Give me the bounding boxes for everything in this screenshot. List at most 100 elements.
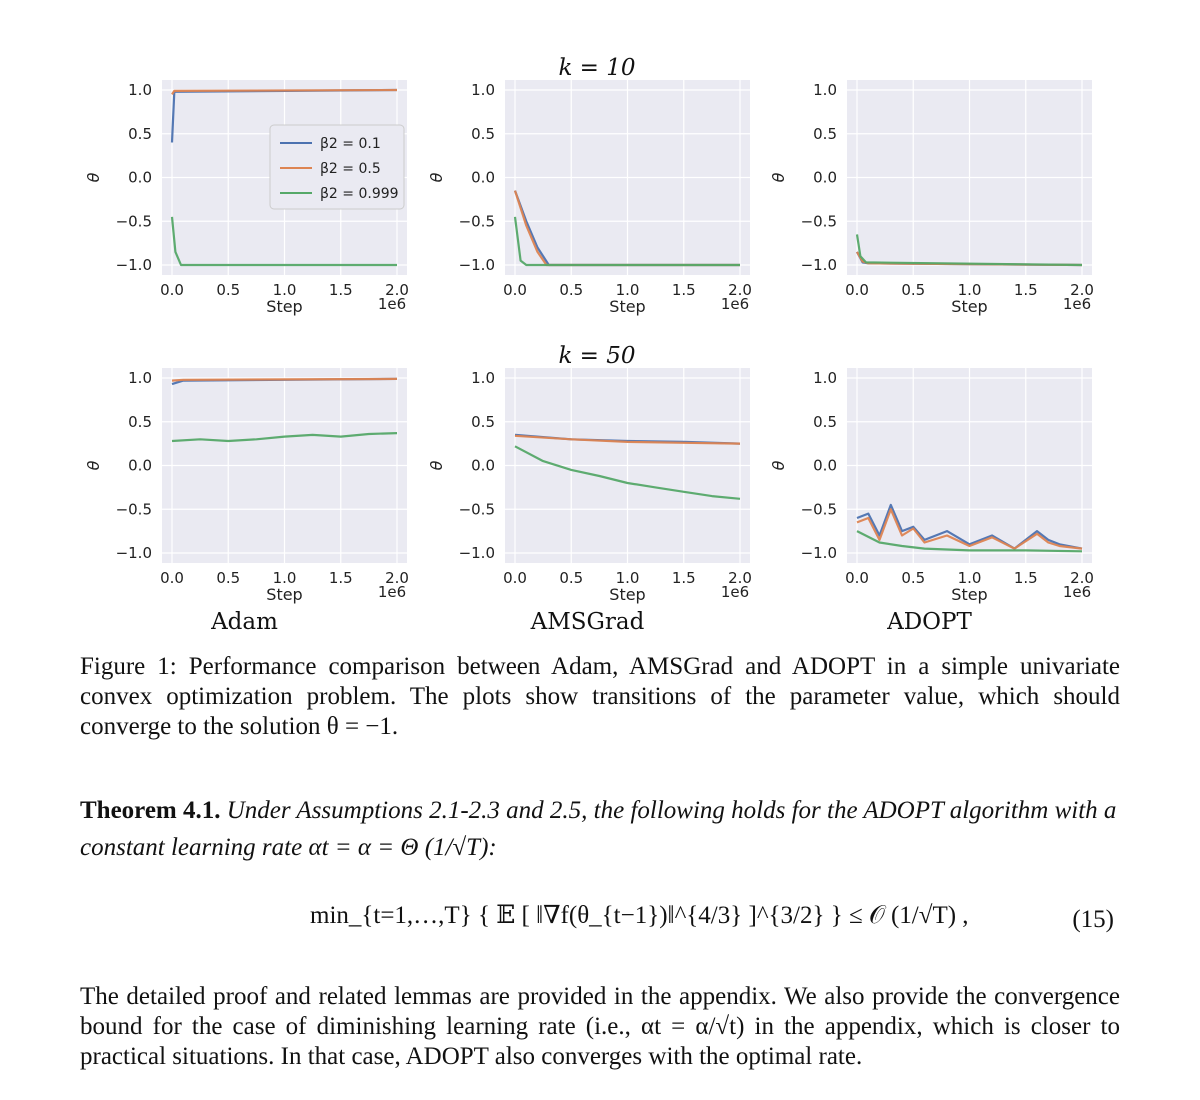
legend-entry: β2 = 0.5: [320, 161, 381, 177]
y-tick-label: −1.0: [459, 256, 495, 274]
y-tick-label: 0.0: [813, 169, 837, 187]
figure-1: k = 10 k = 50 1.0 0.5 0.0 −0.5 −1.0 0.0 0.5 1.0 1.…: [84, 55, 1094, 635]
series-line-adopt-k50-1: [856, 503, 1083, 550]
y-tick-label: 1.0: [813, 369, 837, 387]
x-offset-label: 1e6: [378, 295, 406, 313]
y-axis-label: θ: [84, 172, 103, 182]
x-offset-label: 1e6: [1063, 295, 1091, 313]
x-tick-label: 1.5: [329, 569, 353, 587]
column-label-amsgrad: AMSGrad: [530, 609, 645, 635]
legend-entry: β2 = 0.1: [320, 136, 381, 152]
x-tick-label: 0.0: [845, 569, 869, 587]
x-tick-label: 0.5: [559, 281, 583, 299]
y-tick-label: 1.0: [813, 81, 837, 99]
y-tick-label: 0.5: [471, 413, 495, 431]
figure-caption: Figure 1: Performance comparison between…: [80, 653, 1120, 740]
x-axis-label: Step: [951, 297, 987, 316]
series-line-amsgrad-k10-3: [513, 216, 740, 267]
legend-box: [269, 124, 405, 210]
y-tick-label: −0.5: [801, 500, 837, 518]
row-title-k10: k = 10: [558, 55, 635, 81]
x-tick-label: 0.0: [503, 569, 527, 587]
row-title-k50: k = 50: [558, 343, 635, 369]
x-axis-label: Step: [266, 585, 302, 604]
y-tick-label: 1.0: [128, 81, 152, 99]
x-axis-label: Step: [609, 297, 645, 316]
x-tick-label: 0.0: [160, 281, 184, 299]
series-line-adam-k50-2: [171, 377, 398, 382]
x-tick-label: 2.0: [1070, 569, 1094, 587]
y-tick-label: −1.0: [801, 544, 837, 562]
series-line-adam-k10-3: [170, 216, 397, 267]
body-paragraph: The detailed proof and related lemmas ar…: [80, 983, 1120, 1070]
x-tick-label: 0.5: [216, 569, 240, 587]
y-tick-label: 0.0: [471, 457, 495, 475]
y-tick-label: −0.5: [801, 212, 837, 230]
y-tick-label: −1.0: [116, 256, 152, 274]
x-tick-label: 2.0: [385, 569, 409, 587]
theorem-label: Theorem 4.1.: [80, 797, 221, 824]
y-tick-label: 0.5: [813, 413, 837, 431]
x-tick-label: 0.0: [160, 569, 184, 587]
series-line-adam-k50-3: [171, 432, 398, 443]
y-tick-label: 0.5: [813, 125, 837, 143]
y-tick-label: 0.0: [128, 169, 152, 187]
x-tick-label: 1.5: [1014, 569, 1038, 587]
y-tick-label: −0.5: [116, 212, 152, 230]
series-line-amsgrad-k50-2: [514, 434, 741, 445]
x-tick-label: 1.5: [672, 569, 696, 587]
x-tick-label: 1.0: [958, 281, 982, 299]
x-tick-label: 1.0: [273, 569, 297, 587]
x-tick-label: 0.0: [845, 281, 869, 299]
series-line-adopt-k50-2: [856, 508, 1083, 550]
x-tick-label: 0.0: [503, 281, 527, 299]
y-tick-label: −0.5: [116, 500, 152, 518]
x-offset-label: 1e6: [721, 295, 749, 313]
x-tick-label: 1.0: [958, 569, 982, 587]
equation-15: min_{t=1,…,T} { 𝔼 [ ‖∇f(θ_{t−1})‖^{4/3} …: [80, 890, 1120, 960]
theorem-statement: Theorem 4.1. Under Assumptions 2.1-2.3 a…: [80, 792, 1120, 866]
x-tick-label: 1.0: [616, 281, 640, 299]
theorem-body: Under Assumptions 2.1-2.3 and 2.5, the f…: [80, 797, 1117, 861]
y-tick-label: 0.0: [128, 457, 152, 475]
y-axis-label: θ: [769, 460, 788, 470]
column-label-adam: Adam: [210, 609, 278, 635]
x-offset-label: 1e6: [378, 583, 406, 601]
x-tick-label: 0.5: [901, 569, 925, 587]
equation-expression: min_{t=1,…,T} { 𝔼 [ ‖∇f(θ_{t−1})‖^{4/3} …: [310, 902, 969, 929]
x-axis-label: Step: [951, 585, 987, 604]
series-line-adam-k10-2: [171, 88, 398, 96]
x-tick-label: 0.5: [216, 281, 240, 299]
x-tick-label: 2.0: [385, 281, 409, 299]
y-axis-label: θ: [769, 172, 788, 182]
y-tick-label: −0.5: [459, 212, 495, 230]
series-line-adopt-k50-3: [856, 530, 1083, 553]
y-tick-label: 0.5: [128, 125, 152, 143]
x-tick-label: 0.5: [901, 281, 925, 299]
x-tick-label: 1.5: [329, 281, 353, 299]
y-axis-label: θ: [427, 172, 446, 182]
x-tick-label: 1.0: [273, 281, 297, 299]
y-tick-label: −0.5: [459, 500, 495, 518]
equation-number: (15): [1072, 906, 1114, 933]
y-tick-label: 0.5: [471, 125, 495, 143]
y-tick-label: −1.0: [801, 256, 837, 274]
y-tick-label: −1.0: [459, 544, 495, 562]
y-tick-label: 1.0: [128, 369, 152, 387]
y-axis-label: θ: [84, 460, 103, 470]
y-tick-label: 0.5: [128, 413, 152, 431]
column-label-adopt: ADOPT: [886, 609, 972, 635]
x-axis-label: Step: [609, 585, 645, 604]
x-tick-label: 1.0: [616, 569, 640, 587]
x-offset-label: 1e6: [1063, 583, 1091, 601]
x-axis-label: Step: [266, 297, 302, 316]
x-tick-label: 1.5: [1014, 281, 1038, 299]
series-line-amsgrad-k50-3: [514, 445, 741, 500]
x-tick-label: 1.5: [672, 281, 696, 299]
y-tick-label: −1.0: [116, 544, 152, 562]
y-tick-label: 1.0: [471, 81, 495, 99]
x-tick-label: 2.0: [728, 281, 752, 299]
y-tick-label: 0.0: [471, 169, 495, 187]
legend-entry: β2 = 0.999: [320, 186, 399, 202]
series-line-adopt-k10-3: [855, 234, 1083, 267]
